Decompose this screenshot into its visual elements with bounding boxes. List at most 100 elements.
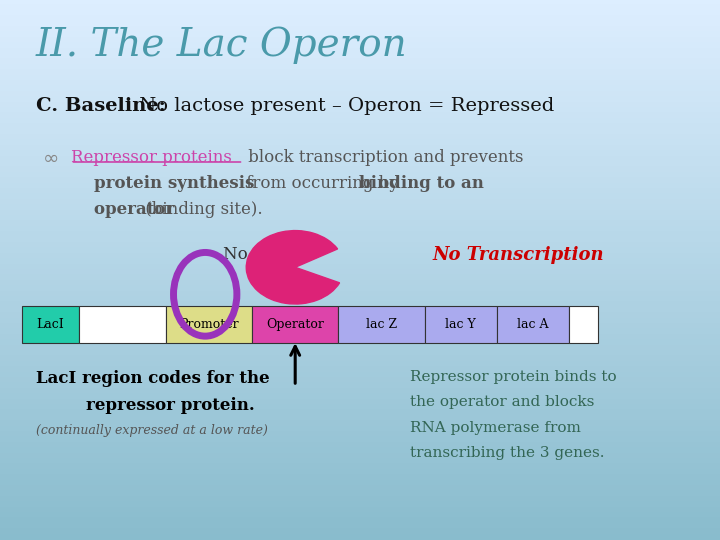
Bar	[0, 432, 720, 437]
Text: (binding site).: (binding site).	[140, 201, 263, 218]
Bar	[0, 529, 720, 535]
Bar	[0, 151, 720, 157]
Bar	[0, 178, 720, 184]
Bar	[0, 416, 720, 421]
Bar	[0, 146, 720, 151]
Text: RNA polymerase from: RNA polymerase from	[410, 421, 581, 435]
Bar	[22, 306, 79, 343]
Bar	[0, 194, 720, 200]
Bar	[569, 306, 598, 343]
Bar	[0, 135, 720, 140]
Bar	[0, 535, 720, 540]
Bar	[0, 329, 720, 335]
Bar	[0, 81, 720, 86]
Bar	[0, 373, 720, 378]
Bar	[0, 254, 720, 259]
Bar	[0, 162, 720, 167]
Text: binding to an: binding to an	[359, 176, 483, 192]
Bar	[0, 27, 720, 32]
Bar	[0, 38, 720, 43]
Bar	[0, 108, 720, 113]
Bar	[425, 306, 497, 343]
Bar	[0, 16, 720, 22]
Bar	[0, 464, 720, 470]
Bar	[0, 297, 720, 302]
Bar	[0, 362, 720, 367]
Bar	[0, 518, 720, 524]
Bar	[0, 167, 720, 173]
Bar	[0, 70, 720, 76]
Bar	[0, 437, 720, 443]
Bar	[0, 49, 720, 54]
Text: protein synthesis: protein synthesis	[71, 176, 254, 192]
Text: lac A: lac A	[517, 318, 549, 331]
Text: Operator: Operator	[266, 318, 324, 331]
Bar	[0, 335, 720, 340]
Bar	[0, 394, 720, 400]
Text: ∞: ∞	[43, 148, 60, 167]
Bar	[0, 275, 720, 281]
Bar	[166, 306, 252, 343]
Bar	[0, 502, 720, 508]
Bar	[0, 491, 720, 497]
Bar	[0, 292, 720, 297]
Bar	[0, 421, 720, 427]
Bar	[0, 232, 720, 238]
Bar	[0, 157, 720, 162]
Bar	[0, 205, 720, 211]
Bar	[0, 5, 720, 11]
Bar	[0, 92, 720, 97]
Bar	[0, 486, 720, 491]
Text: LacI region codes for the: LacI region codes for the	[36, 370, 269, 387]
Text: LacI: LacI	[37, 318, 64, 331]
Bar	[0, 324, 720, 329]
Bar	[0, 481, 720, 486]
Bar	[0, 459, 720, 464]
Bar	[0, 427, 720, 432]
Bar	[0, 265, 720, 270]
Bar	[0, 259, 720, 265]
Bar	[497, 306, 569, 343]
Bar	[0, 475, 720, 481]
Text: from occurring by: from occurring by	[241, 176, 404, 192]
Bar	[0, 59, 720, 65]
Bar	[0, 140, 720, 146]
Text: No Transcription: No Transcription	[432, 246, 603, 264]
Bar	[0, 378, 720, 383]
Text: Repressor proteins: Repressor proteins	[71, 148, 231, 165]
Bar	[79, 306, 166, 343]
Bar	[0, 513, 720, 518]
Text: lac Y: lac Y	[446, 318, 476, 331]
Bar	[0, 86, 720, 92]
Bar	[0, 54, 720, 59]
Bar	[0, 356, 720, 362]
Text: No lactose present – Operon = Repressed: No lactose present – Operon = Repressed	[133, 97, 554, 115]
Bar	[0, 113, 720, 119]
Text: operator: operator	[71, 201, 174, 218]
Bar	[0, 497, 720, 502]
Wedge shape	[246, 231, 340, 304]
Bar	[0, 281, 720, 286]
Bar	[0, 248, 720, 254]
Bar	[0, 270, 720, 275]
Bar	[0, 243, 720, 248]
Bar	[0, 524, 720, 529]
Bar	[0, 43, 720, 49]
Text: repressor protein.: repressor protein.	[86, 397, 255, 414]
Text: C. Baseline:: C. Baseline:	[36, 97, 166, 115]
Bar	[0, 410, 720, 416]
Bar	[0, 443, 720, 448]
Text: Promoter: Promoter	[179, 318, 238, 331]
Bar	[0, 184, 720, 189]
Bar	[0, 11, 720, 16]
Bar	[0, 313, 720, 319]
Bar	[0, 346, 720, 351]
Text: No Lactose: No Lactose	[223, 246, 318, 262]
Text: transcribing the 3 genes.: transcribing the 3 genes.	[410, 446, 605, 460]
Bar	[0, 286, 720, 292]
Bar	[0, 319, 720, 324]
Bar	[0, 103, 720, 108]
Bar	[0, 454, 720, 459]
Bar	[0, 340, 720, 346]
Bar	[0, 238, 720, 243]
